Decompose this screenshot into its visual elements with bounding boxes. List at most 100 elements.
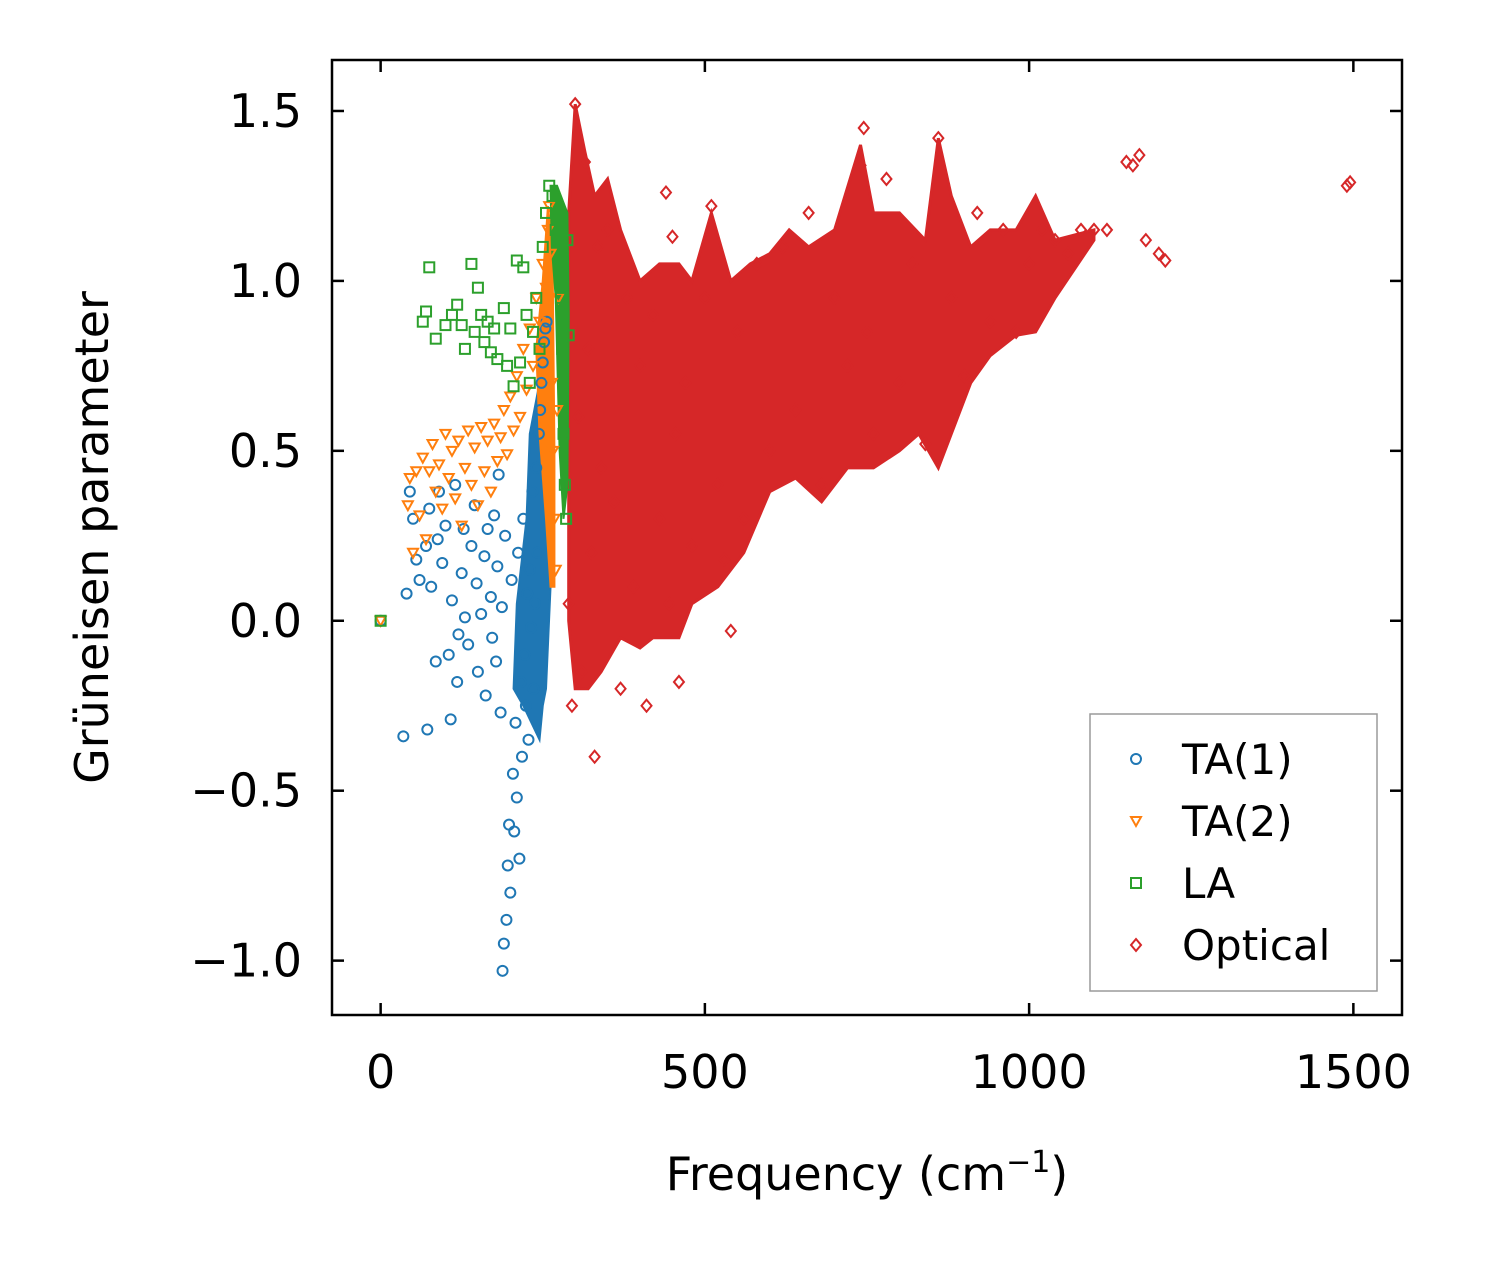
data-point-ta-1 [517,512,530,525]
data-point-optical [970,205,984,221]
data-point-la [374,614,387,627]
data-point-la [458,342,471,355]
data-point-la [554,291,567,304]
data-point-optical [568,96,582,112]
data-point-optical [1048,232,1062,248]
data-point-optical [857,120,871,136]
data-point-la [533,342,546,355]
data-point-optical [572,409,585,425]
data-point-ta-1 [506,767,519,780]
data-point-optical [906,256,919,272]
data-point-ta-1 [436,556,449,569]
data-point-la [527,325,540,338]
data-point-optical [737,511,751,527]
data-point-optical [1152,246,1166,262]
legend-marker-ta-1 [1130,753,1142,765]
y-tick-label: −1.0 [190,934,302,988]
data-point-ta-2 [490,456,505,469]
data-point-ta-2 [461,425,475,438]
data-point-optical [802,205,815,221]
data-point-la [536,240,549,253]
data-point-la [471,281,484,294]
data-point-ta-1 [413,573,426,586]
x-axis-label-tail: ) [1050,1147,1068,1201]
data-point-ta-1 [478,550,491,563]
data-point-ta-2 [536,258,550,271]
data-point-optical [957,368,971,384]
data-point-ta-1 [526,485,539,498]
data-point-optical [679,375,692,391]
data-point-ta-1 [455,567,468,580]
data-point-optical [1035,222,1049,238]
data-point-ta-1 [522,733,535,746]
data-point-la [517,261,530,274]
data-point-la [523,376,536,389]
data-point-ta-2 [416,452,430,465]
data-point-ta-1 [488,509,501,522]
data-point-ta-1 [403,485,416,498]
data-point-ta-2 [539,282,553,295]
data-point-ta-2 [412,510,427,523]
plot-frame [330,58,1404,1017]
data-point-ta-1 [452,628,465,641]
data-point-ta-1 [475,607,488,620]
legend-label: TA(2) [1181,797,1293,846]
data-point-ta-2 [493,432,508,445]
data-point-ta-2 [454,520,469,533]
data-point-optical [633,358,647,374]
data-point-ta-1 [525,621,538,634]
data-point-ta-1 [490,655,503,668]
y-axis-label: Grüneisen parameter [65,291,119,784]
data-point-ta-2 [510,371,524,384]
data-point-ta-1 [429,655,442,668]
y-tick-label: 0.0 [229,594,302,648]
data-point-optical [607,494,621,510]
data-point-ta-1 [535,376,548,389]
data-point-optical [1343,174,1357,190]
data-point-optical [562,596,575,612]
data-point-ta-2 [464,479,479,492]
data-point-optical [565,698,579,714]
data-point-la [420,305,433,318]
data-point-ta-2 [429,486,443,499]
x-tick-label: 500 [661,1045,749,1099]
data-point-optical [983,314,997,330]
data-point-ta-1 [457,523,470,536]
data-point-optical [585,545,598,561]
data-point-optical [815,477,828,493]
data-point-optical [1133,147,1146,163]
data-point-ta-1 [470,577,483,590]
data-point-optical [1159,252,1172,269]
data-point-ta-2 [422,466,436,479]
data-point-optical [711,477,725,493]
data-point-ta-1 [534,404,547,417]
data-point-la [445,308,458,321]
data-point-ta-2 [503,391,518,404]
data-point-ta-2 [467,442,482,455]
data-point-optical [614,681,627,697]
y-tick-label: 1.0 [229,254,302,308]
x-axis-label-main: Frequency (cm [666,1147,1006,1201]
data-point-ta-1 [458,611,471,624]
data-point-ta-2 [506,425,521,438]
data-point-optical [627,579,640,595]
data-point-ta-1 [479,689,492,702]
data-point-optical [854,157,867,173]
legend-label: LA [1182,859,1235,908]
data-point-ta-2 [519,384,534,397]
data-point-ta-2 [545,377,559,390]
data-point-optical [1139,232,1153,248]
data-point-ta-1 [509,716,522,729]
data-point-la [478,336,491,349]
data-points [373,96,1357,977]
data-point-ta-2 [406,547,420,560]
data-point-ta-1 [465,539,478,552]
data-point-optical [1340,178,1354,194]
data-point-ta-2 [523,323,537,336]
data-point-optical [669,426,682,442]
data-point-ta-1 [484,590,497,603]
data-point-optical [588,749,601,765]
data-point-optical [841,358,854,374]
data-point-la [475,308,488,321]
